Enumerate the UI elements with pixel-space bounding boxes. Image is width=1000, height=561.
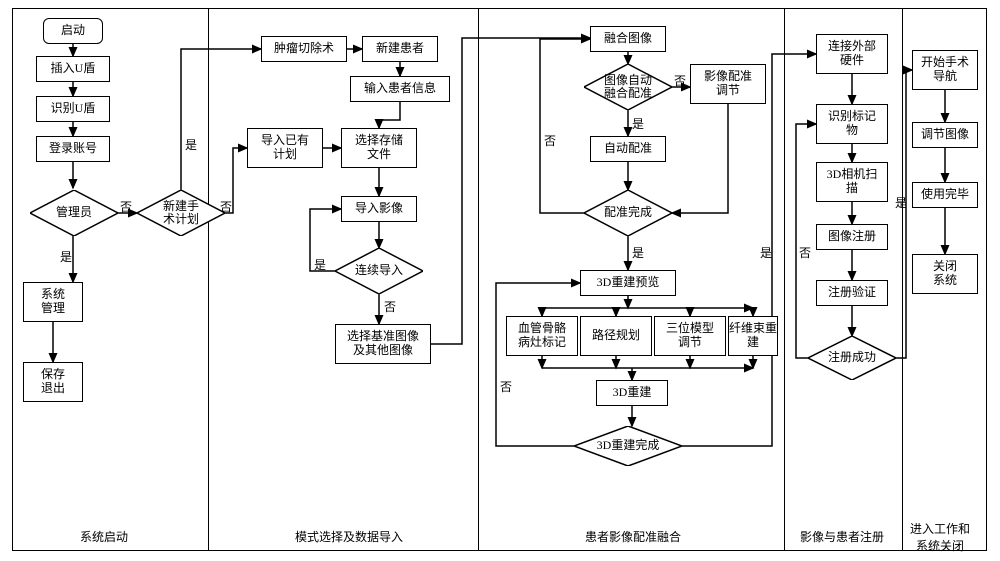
node-input-info: 输入患者信息 (350, 76, 450, 102)
lbl-newplan-no: 否 (220, 198, 232, 215)
node-id-marker: 识别标记 物 (816, 104, 888, 144)
node-continue-import: 连续导入 (335, 248, 423, 294)
node-identify-ushield: 识别U盾 (36, 96, 110, 122)
node-reg-done: 配准完成 (584, 190, 672, 236)
node-start: 启动 (43, 18, 103, 44)
section-label-5: 进入工作和 系统关闭 (910, 520, 970, 554)
node-vessel: 血管骨骼 病灶标记 (506, 316, 578, 356)
node-import-img: 导入影像 (341, 196, 417, 222)
lbl-cont-no: 否 (384, 298, 396, 315)
node-conn-hw: 连接外部 硬件 (816, 34, 888, 74)
lbl-regok-no: 否 (799, 244, 811, 261)
node-login: 登录账号 (36, 136, 110, 162)
node-model: 三位模型 调节 (654, 316, 726, 356)
lbl-newplan-yes: 是 (185, 136, 197, 153)
lbl-cont-yes: 是 (314, 256, 326, 273)
lbl-regok-yes: 是 (895, 194, 907, 211)
lbl-admin-no: 否 (120, 198, 132, 215)
section-divider-2 (478, 8, 479, 551)
node-tumor: 肿瘤切除术 (261, 36, 347, 62)
node-close: 关闭 系统 (912, 254, 978, 294)
section-label-3: 患者影像配准融合 (585, 528, 681, 545)
node-reg-ok: 注册成功 (808, 336, 896, 380)
node-sys-mgmt: 系统 管理 (23, 282, 83, 322)
section-divider-4 (902, 8, 903, 551)
node-auto-fuse-q: 图像自动 融合配准 (584, 64, 672, 110)
node-start-nav: 开始手术 导航 (912, 50, 978, 90)
lbl-done3d-yes: 是 (760, 244, 772, 261)
node-save-exit: 保存 退出 (23, 362, 83, 402)
lbl-regdone-yes: 是 (632, 244, 644, 261)
node-adj-reg: 影像配准 调节 (690, 64, 766, 104)
node-choose-base: 选择基准图像 及其他图像 (335, 324, 431, 364)
node-new-patient: 新建患者 (362, 36, 438, 62)
node-reg-verify: 注册验证 (816, 280, 888, 306)
lbl-autofuse-yes: 是 (632, 115, 644, 132)
node-fiber: 纤维束重 建 (728, 316, 778, 356)
node-choose-file: 选择存储 文件 (341, 128, 417, 168)
node-preview3d: 3D重建预览 (580, 270, 676, 296)
node-done3d: 3D重建完成 (574, 426, 682, 466)
node-admin: 管理员 (30, 190, 118, 236)
lbl-regdone-no: 否 (544, 132, 556, 149)
node-adj-img2: 调节图像 (912, 122, 978, 148)
lbl-autofuse-no: 否 (674, 72, 686, 89)
txt: 启动 (61, 24, 85, 38)
node-scan3d: 3D相机扫 描 (816, 162, 888, 202)
node-auto-reg: 自动配准 (590, 136, 666, 162)
node-new-plan: 新建手 术计划 (137, 190, 225, 236)
node-insert-ushield: 插入U盾 (36, 56, 110, 82)
node-img-reg: 图像注册 (816, 224, 888, 250)
section-divider-3 (784, 8, 785, 551)
node-recon3d: 3D重建 (596, 380, 668, 406)
section-label-2: 模式选择及数据导入 (295, 528, 403, 545)
section-divider-1 (208, 8, 209, 551)
lbl-done3d-no: 否 (500, 378, 512, 395)
node-use-done: 使用完毕 (912, 182, 978, 208)
node-path: 路径规划 (580, 316, 652, 356)
section-label-4: 影像与患者注册 (800, 528, 884, 545)
node-fuse-img: 融合图像 (590, 26, 666, 52)
flowchart-stage: 启动 插入U盾 识别U盾 登录账号 管理员 新建手 术计划 系统 管理 保存 退… (0, 0, 1000, 561)
lbl-admin-yes: 是 (60, 248, 72, 265)
section-label-1: 系统启动 (80, 528, 128, 545)
node-import-plan: 导入已有 计划 (247, 128, 323, 168)
